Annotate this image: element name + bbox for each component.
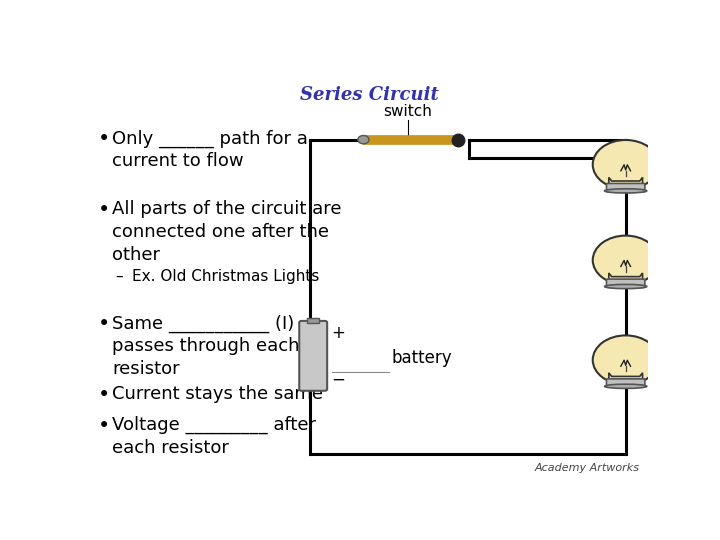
Text: Same ___________ (I)
passes through each
resistor: Same ___________ (I) passes through each… [112, 314, 300, 379]
Text: •: • [99, 385, 111, 405]
Text: switch: switch [384, 104, 433, 119]
Text: battery: battery [392, 349, 452, 367]
Circle shape [593, 235, 659, 285]
Ellipse shape [605, 384, 647, 388]
Text: •: • [99, 129, 111, 149]
Text: Voltage _________ after
each resistor: Voltage _________ after each resistor [112, 416, 316, 457]
FancyBboxPatch shape [606, 184, 645, 192]
Text: –: – [115, 268, 122, 284]
Text: •: • [99, 416, 111, 436]
Bar [307, 318, 319, 322]
Circle shape [593, 335, 659, 384]
Text: −: − [332, 371, 346, 389]
Text: +: + [332, 324, 346, 342]
Polygon shape [609, 178, 642, 184]
Text: Ex. Old Christmas Lights: Ex. Old Christmas Lights [132, 268, 319, 284]
Ellipse shape [605, 285, 647, 288]
Circle shape [593, 140, 659, 189]
Text: Series Circuit: Series Circuit [300, 85, 438, 104]
Text: •: • [99, 200, 111, 220]
Ellipse shape [605, 189, 647, 193]
Text: •: • [99, 314, 111, 334]
Circle shape [358, 136, 369, 144]
Text: Current stays the same: Current stays the same [112, 385, 323, 403]
FancyBboxPatch shape [606, 379, 645, 387]
Text: Only ______ path for a
current to flow: Only ______ path for a current to flow [112, 129, 308, 171]
Text: All parts of the circuit are
connected one after the
other: All parts of the circuit are connected o… [112, 200, 342, 264]
Polygon shape [609, 273, 642, 280]
FancyBboxPatch shape [300, 321, 327, 391]
Polygon shape [609, 373, 642, 380]
FancyBboxPatch shape [606, 279, 645, 287]
Text: Academy Artworks: Academy Artworks [535, 463, 639, 473]
